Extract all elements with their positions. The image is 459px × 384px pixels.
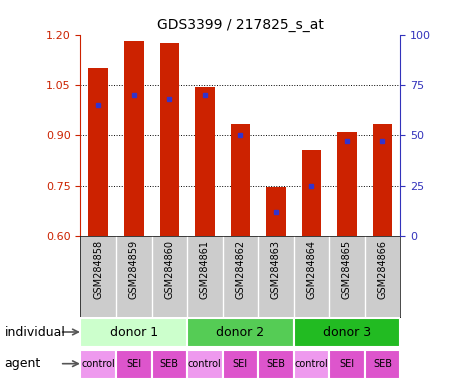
Bar — [301, 151, 320, 236]
Bar — [336, 132, 356, 236]
Text: GSM284862: GSM284862 — [235, 240, 245, 299]
Bar — [329, 350, 364, 379]
Bar — [80, 318, 187, 347]
Bar — [151, 350, 187, 379]
Text: GSM284865: GSM284865 — [341, 240, 351, 299]
Bar — [364, 350, 399, 379]
Bar — [222, 350, 257, 379]
Title: GDS3399 / 217825_s_at: GDS3399 / 217825_s_at — [157, 18, 323, 32]
Bar — [187, 318, 293, 347]
Text: agent: agent — [5, 357, 41, 370]
Text: GSM284863: GSM284863 — [270, 240, 280, 299]
Bar — [159, 43, 179, 236]
Text: GSM284858: GSM284858 — [93, 240, 103, 299]
Bar — [124, 41, 143, 236]
Text: SEI: SEI — [126, 359, 141, 369]
Bar — [257, 350, 293, 379]
Bar — [80, 350, 116, 379]
Text: SEI: SEI — [232, 359, 247, 369]
Text: GSM284860: GSM284860 — [164, 240, 174, 299]
Text: GSM284861: GSM284861 — [199, 240, 209, 299]
Bar — [265, 187, 285, 236]
Text: SEB: SEB — [372, 359, 391, 369]
Text: GSM284859: GSM284859 — [129, 240, 139, 299]
Text: donor 1: donor 1 — [110, 326, 157, 339]
Text: donor 2: donor 2 — [216, 326, 264, 339]
Bar — [230, 124, 250, 236]
Bar — [293, 318, 399, 347]
Text: control: control — [81, 359, 115, 369]
Bar — [372, 124, 392, 236]
Bar — [195, 87, 214, 236]
Text: individual: individual — [5, 326, 65, 339]
Text: control: control — [294, 359, 328, 369]
Text: SEB: SEB — [159, 359, 179, 369]
Text: control: control — [188, 359, 221, 369]
Bar — [88, 68, 108, 236]
Text: GSM284864: GSM284864 — [306, 240, 316, 299]
Bar — [187, 350, 222, 379]
Text: donor 3: donor 3 — [322, 326, 370, 339]
Text: GSM284866: GSM284866 — [377, 240, 386, 299]
Bar — [293, 350, 329, 379]
Bar — [116, 350, 151, 379]
Text: SEI: SEI — [339, 359, 354, 369]
Text: SEB: SEB — [266, 359, 285, 369]
